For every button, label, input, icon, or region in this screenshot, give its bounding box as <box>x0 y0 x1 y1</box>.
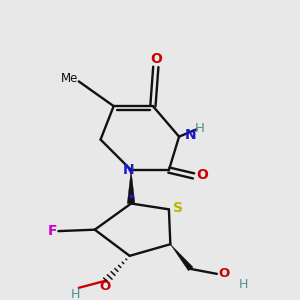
Text: S: S <box>172 201 183 215</box>
Text: O: O <box>196 168 208 182</box>
Text: O: O <box>151 52 163 66</box>
Text: N: N <box>184 128 196 142</box>
Text: F: F <box>47 224 57 238</box>
Text: H: H <box>71 288 81 300</box>
Text: O: O <box>218 267 230 280</box>
Text: N: N <box>122 163 134 177</box>
Text: Me: Me <box>61 72 79 85</box>
Text: O: O <box>99 280 111 293</box>
Text: H: H <box>195 122 205 135</box>
Polygon shape <box>127 170 135 203</box>
Polygon shape <box>170 244 193 271</box>
Text: H: H <box>238 278 248 291</box>
